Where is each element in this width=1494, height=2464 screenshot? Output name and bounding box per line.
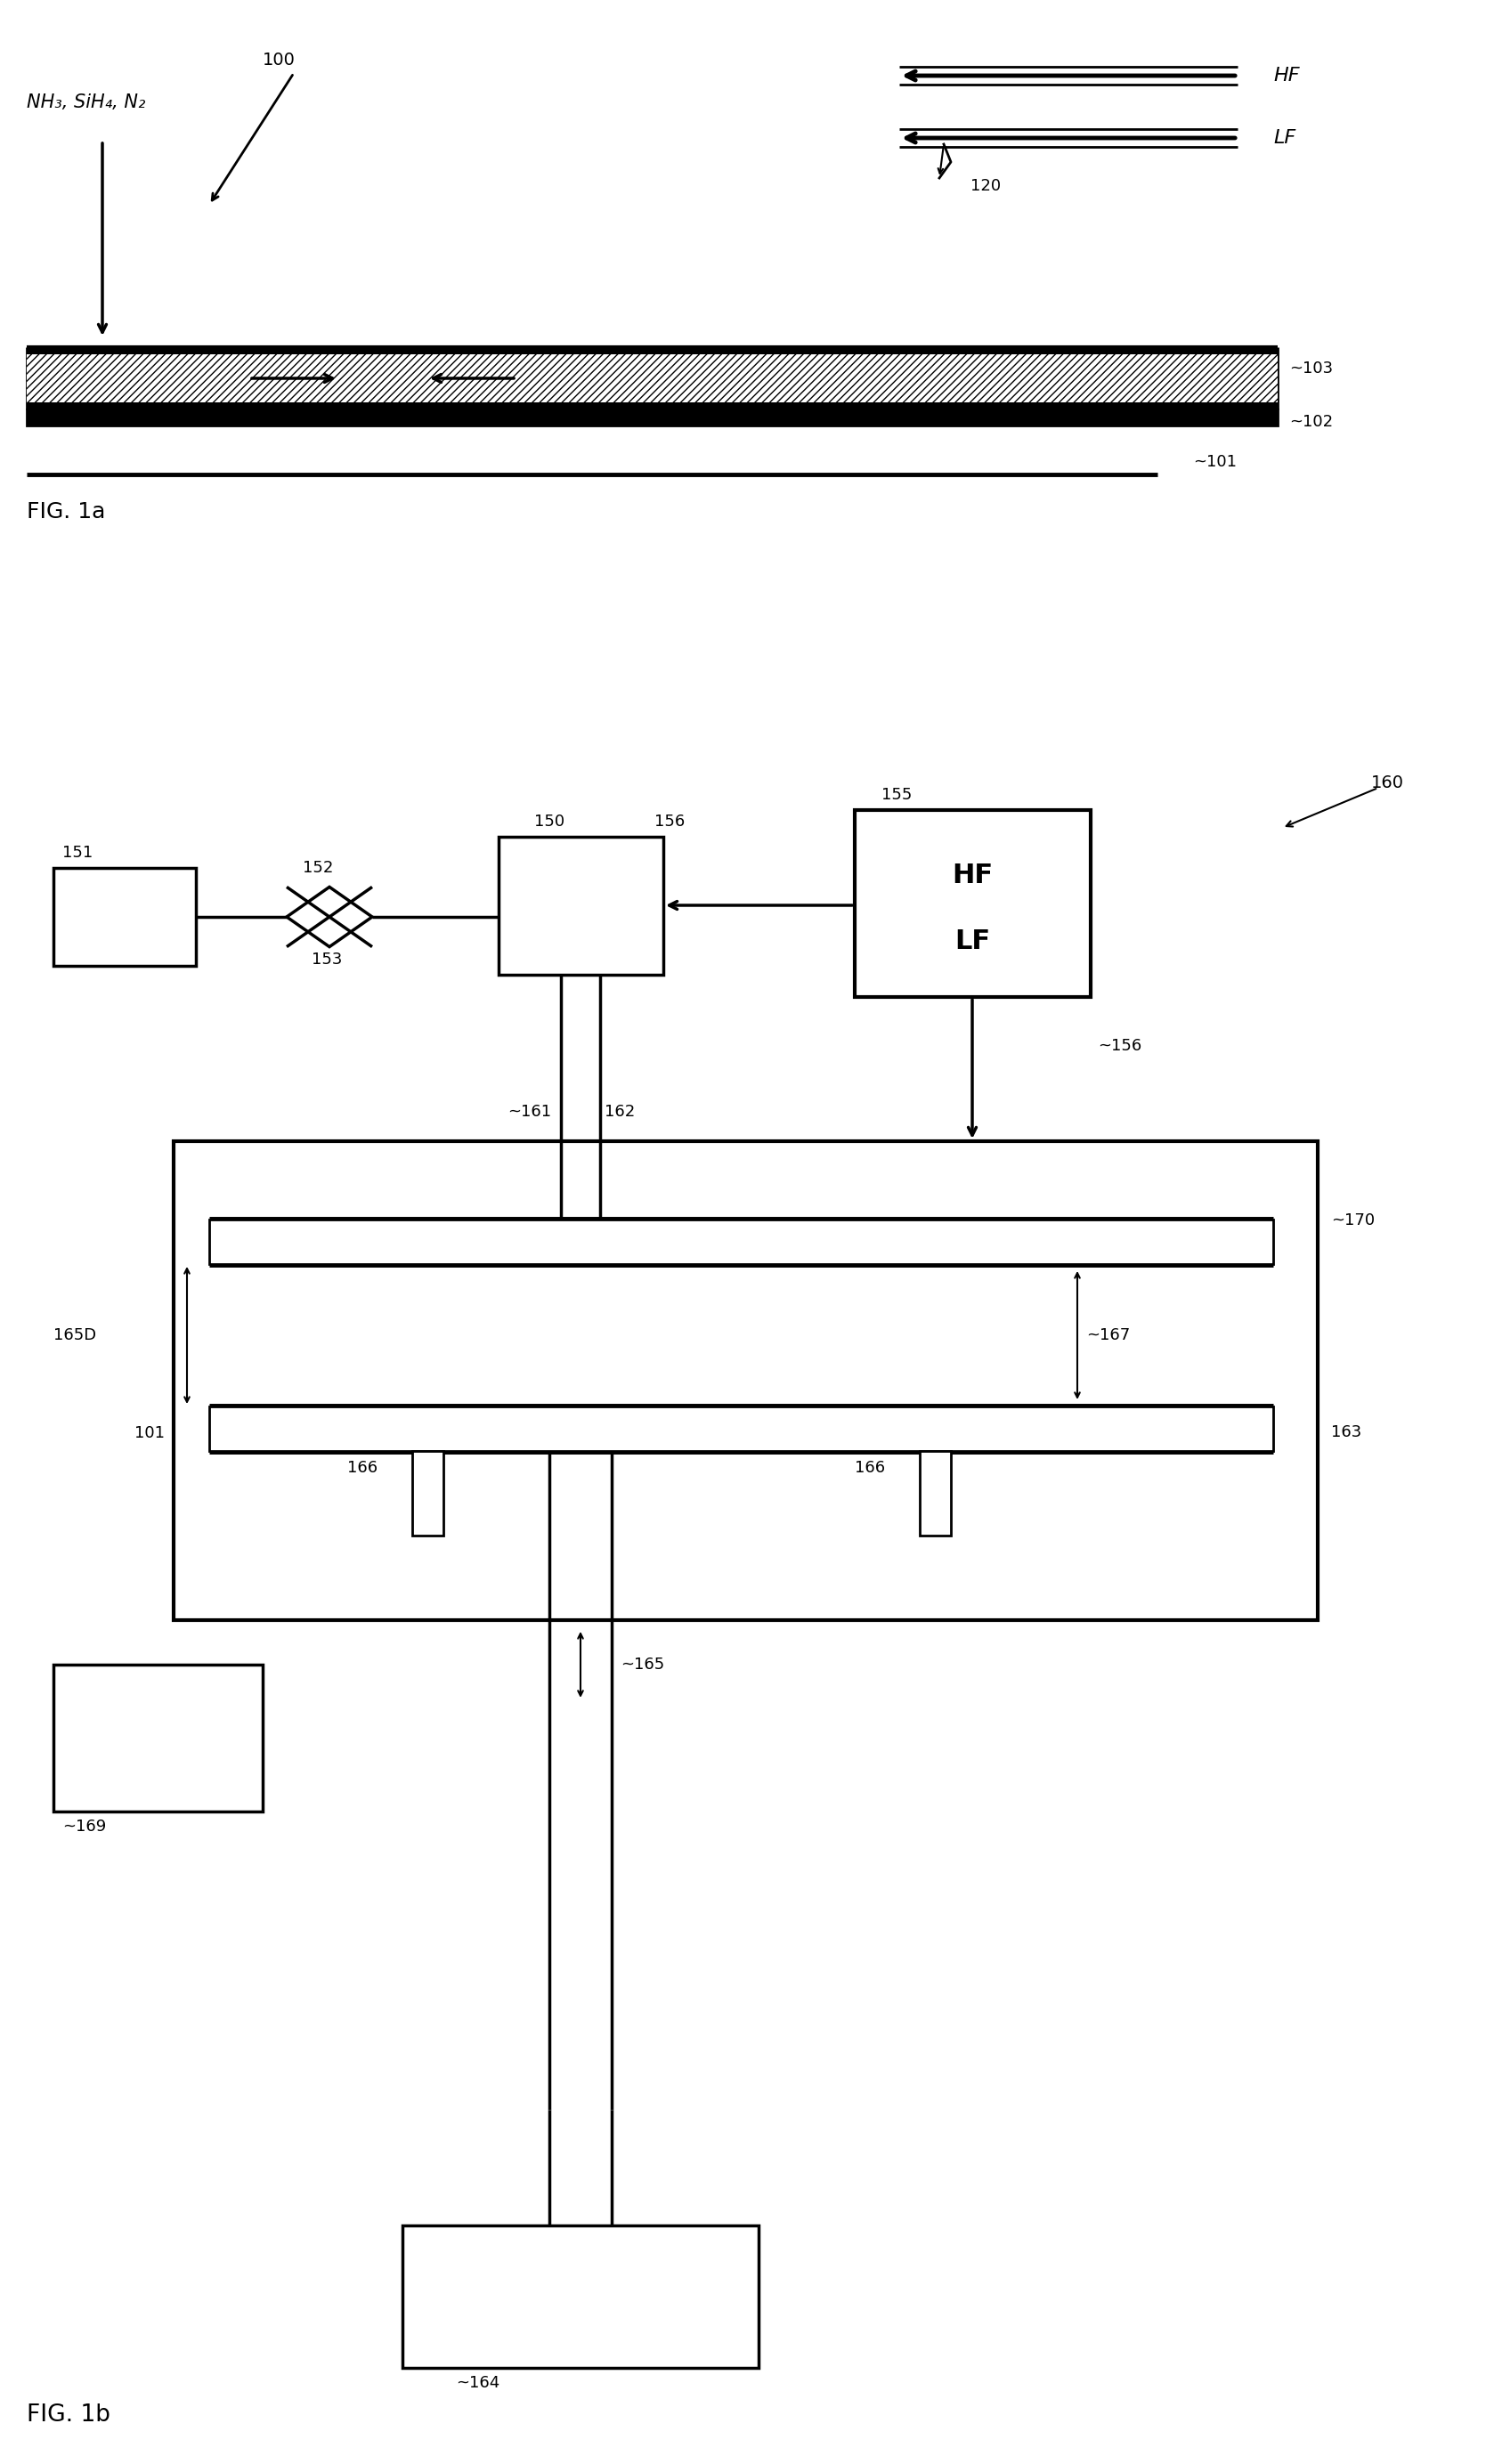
- Text: FIG. 1a: FIG. 1a: [27, 500, 106, 522]
- Bar: [402, 2225, 759, 2368]
- Bar: [173, 1141, 1318, 1621]
- Text: 155: 155: [881, 786, 911, 803]
- Text: 162: 162: [605, 1104, 635, 1119]
- Text: 120: 120: [971, 177, 1001, 195]
- Text: 101: 101: [134, 1424, 164, 1441]
- Text: 152: 152: [303, 860, 333, 877]
- Bar: [855, 811, 1091, 998]
- Text: HF: HF: [952, 862, 994, 890]
- Text: ~103: ~103: [1289, 360, 1333, 377]
- Text: LF: LF: [955, 929, 991, 954]
- Text: ~165: ~165: [620, 1656, 665, 1673]
- Text: ~101: ~101: [1194, 453, 1237, 471]
- Bar: [27, 347, 1277, 409]
- Bar: [209, 1220, 1273, 1264]
- Text: 160: 160: [1371, 774, 1404, 791]
- Bar: [920, 1451, 950, 1535]
- Text: ~169: ~169: [63, 1818, 106, 1836]
- Text: 153: 153: [312, 951, 342, 968]
- Bar: [27, 347, 1277, 355]
- Text: 166: 166: [855, 1459, 884, 1476]
- Text: 165D: 165D: [54, 1328, 96, 1343]
- Text: 156: 156: [654, 813, 684, 830]
- Text: 150: 150: [535, 813, 565, 830]
- Bar: [27, 402, 1277, 409]
- Text: ~167: ~167: [1086, 1328, 1129, 1343]
- Bar: [54, 867, 196, 966]
- Bar: [54, 1666, 263, 1811]
- Bar: [499, 838, 663, 976]
- Text: ~102: ~102: [1289, 414, 1333, 429]
- Text: ~170: ~170: [1331, 1212, 1374, 1230]
- Bar: [412, 1451, 444, 1535]
- Text: HF: HF: [1273, 67, 1300, 84]
- Text: 100: 100: [263, 52, 296, 69]
- Text: 166: 166: [347, 1459, 378, 1476]
- Text: ~164: ~164: [456, 2375, 499, 2390]
- Text: FIG. 1b: FIG. 1b: [27, 2402, 111, 2427]
- Text: 151: 151: [63, 845, 93, 860]
- Bar: [27, 409, 1277, 426]
- Polygon shape: [287, 887, 372, 946]
- Text: NH₃, SiH₄, N₂: NH₃, SiH₄, N₂: [27, 94, 145, 111]
- Text: ~156: ~156: [1098, 1037, 1141, 1055]
- Text: ~161: ~161: [508, 1104, 551, 1119]
- Bar: [209, 1407, 1273, 1451]
- Text: LF: LF: [1273, 128, 1295, 148]
- Text: 163: 163: [1331, 1424, 1361, 1441]
